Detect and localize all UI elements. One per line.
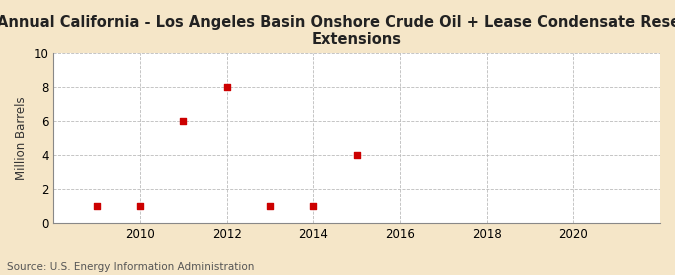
Point xyxy=(308,204,319,208)
Title: Annual California - Los Angeles Basin Onshore Crude Oil + Lease Condensate Reser: Annual California - Los Angeles Basin On… xyxy=(0,15,675,47)
Point xyxy=(134,204,145,208)
Point xyxy=(178,119,189,123)
Point xyxy=(351,153,362,157)
Text: Source: U.S. Energy Information Administration: Source: U.S. Energy Information Administ… xyxy=(7,262,254,272)
Point xyxy=(221,85,232,89)
Point xyxy=(265,204,275,208)
Y-axis label: Million Barrels: Million Barrels xyxy=(15,96,28,180)
Point xyxy=(91,204,102,208)
